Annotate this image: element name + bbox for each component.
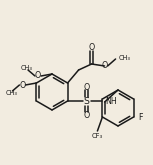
Text: CH₃: CH₃: [5, 90, 17, 96]
Text: CH₃: CH₃: [21, 65, 33, 71]
Text: F: F: [139, 113, 143, 121]
Text: O: O: [35, 71, 41, 81]
Text: CF₃: CF₃: [92, 133, 103, 139]
Text: O: O: [88, 43, 95, 51]
Text: CH₃: CH₃: [119, 55, 131, 61]
Text: O: O: [84, 82, 90, 92]
Text: O: O: [101, 62, 108, 70]
Text: NH: NH: [106, 97, 117, 105]
Text: O: O: [84, 111, 90, 119]
Text: S: S: [84, 97, 90, 105]
Text: O: O: [19, 81, 26, 89]
